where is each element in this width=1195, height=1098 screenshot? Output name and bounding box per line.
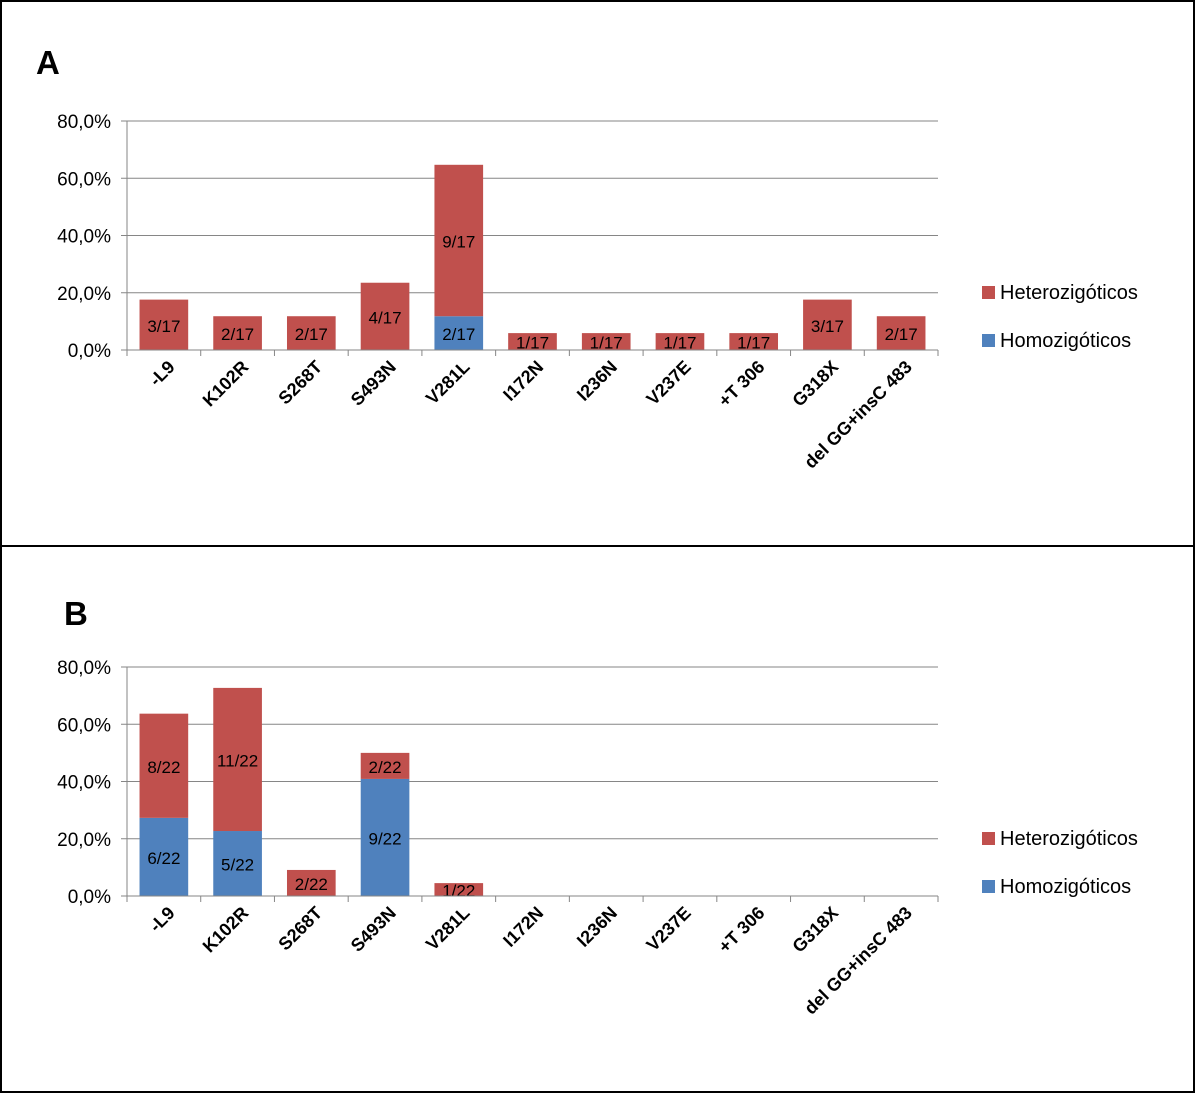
- panel-b-bar-homo-3: [360, 778, 410, 896]
- panel-b-data-label: 11/22: [217, 751, 258, 770]
- panel-b-data-label: 5/22: [221, 856, 254, 875]
- panel-a-bar-hetero-0: [139, 299, 189, 350]
- panel-a-ytick-label: 40,0%: [57, 227, 111, 248]
- panel-a-data-label: 1/17: [590, 334, 623, 353]
- panel-a-data-label: 3/17: [811, 317, 844, 336]
- panel-a-ytick-label: 60,0%: [57, 169, 111, 190]
- panel-b-bar-hetero-3: [360, 752, 410, 779]
- panel-b-legend-swatch: [982, 880, 995, 893]
- panel-a-legend-swatch: [982, 286, 995, 299]
- panel-b-bar-homo-0: [139, 817, 189, 896]
- panel-a-data-label: 1/17: [516, 334, 549, 353]
- panel-b-bar-hetero-4: [434, 883, 484, 896]
- panel-a-data-label: 1/17: [737, 334, 770, 353]
- panel-b-bar-hetero-0: [139, 713, 189, 818]
- panel-b-data-label: 2/22: [295, 875, 328, 894]
- panel-b-bar-homo-1: [213, 831, 262, 896]
- panel-a-bar-hetero-10: [876, 316, 926, 350]
- panel-a-data-label: 2/17: [442, 325, 475, 344]
- panel-b-data-label: 8/22: [147, 758, 180, 777]
- panel-b-label: B: [64, 595, 88, 632]
- panel-a-bar-hetero-1: [213, 316, 262, 350]
- panel-a-bar-hetero-6: [581, 333, 631, 350]
- panel-a-data-label: 1/17: [663, 334, 696, 353]
- panel-a-ytick-label: 20,0%: [57, 284, 111, 305]
- panel-a-data-label: 9/17: [442, 233, 475, 252]
- panel-a-legend-swatch: [982, 334, 995, 347]
- panel-b-data-label: 2/22: [368, 758, 401, 777]
- panel-b-ytick-label: 80,0%: [57, 658, 111, 679]
- panel-a-ytick-label: 0,0%: [68, 341, 111, 362]
- panel-b-ytick-label: 60,0%: [57, 715, 111, 736]
- panel-b-bar-hetero-2: [286, 869, 336, 896]
- panel-a-frame: [0, 0, 1195, 547]
- panel-b-ytick-label: 20,0%: [57, 830, 111, 851]
- panel-a-bar-hetero-9: [803, 299, 852, 350]
- panel-a-bar-hetero-5: [508, 333, 557, 350]
- panel-b-data-label: 6/22: [147, 849, 180, 868]
- panel-b-frame: [0, 545, 1195, 1093]
- panel-b-data-label: 9/22: [368, 829, 401, 848]
- panel-a-bar-hetero-8: [729, 333, 779, 350]
- panel-a-bar-hetero-4: [434, 164, 484, 317]
- panel-a-ytick-label: 80,0%: [57, 112, 111, 133]
- panel-a-data-label: 2/17: [885, 325, 918, 344]
- panel-a-legend-label: Homozigóticos: [1000, 330, 1131, 352]
- panel-b-ytick-label: 40,0%: [57, 773, 111, 794]
- panel-a-data-label: 3/17: [147, 317, 180, 336]
- panel-b-legend-label: Heterozigóticos: [1000, 828, 1138, 850]
- panel-a-data-label: 2/17: [221, 325, 254, 344]
- panel-b-data-label: 1/22: [442, 882, 475, 901]
- panel-a-bar-hetero-7: [655, 333, 705, 350]
- panel-b-bar-hetero-1: [213, 687, 262, 832]
- panel-a-data-label: 4/17: [368, 308, 401, 327]
- panel-a-label: A: [36, 44, 60, 81]
- panel-a-bar-hetero-2: [286, 316, 336, 350]
- panel-b-ytick-label: 0,0%: [68, 887, 111, 908]
- panel-b-legend-swatch: [982, 832, 995, 845]
- panel-a-bar-homo-4: [434, 316, 484, 350]
- panel-a-legend-label: Heterozigóticos: [1000, 282, 1138, 304]
- panel-a-bar-hetero-3: [360, 282, 410, 350]
- panel-a-data-label: 2/17: [295, 325, 328, 344]
- panel-b-legend-label: Homozigóticos: [1000, 876, 1131, 898]
